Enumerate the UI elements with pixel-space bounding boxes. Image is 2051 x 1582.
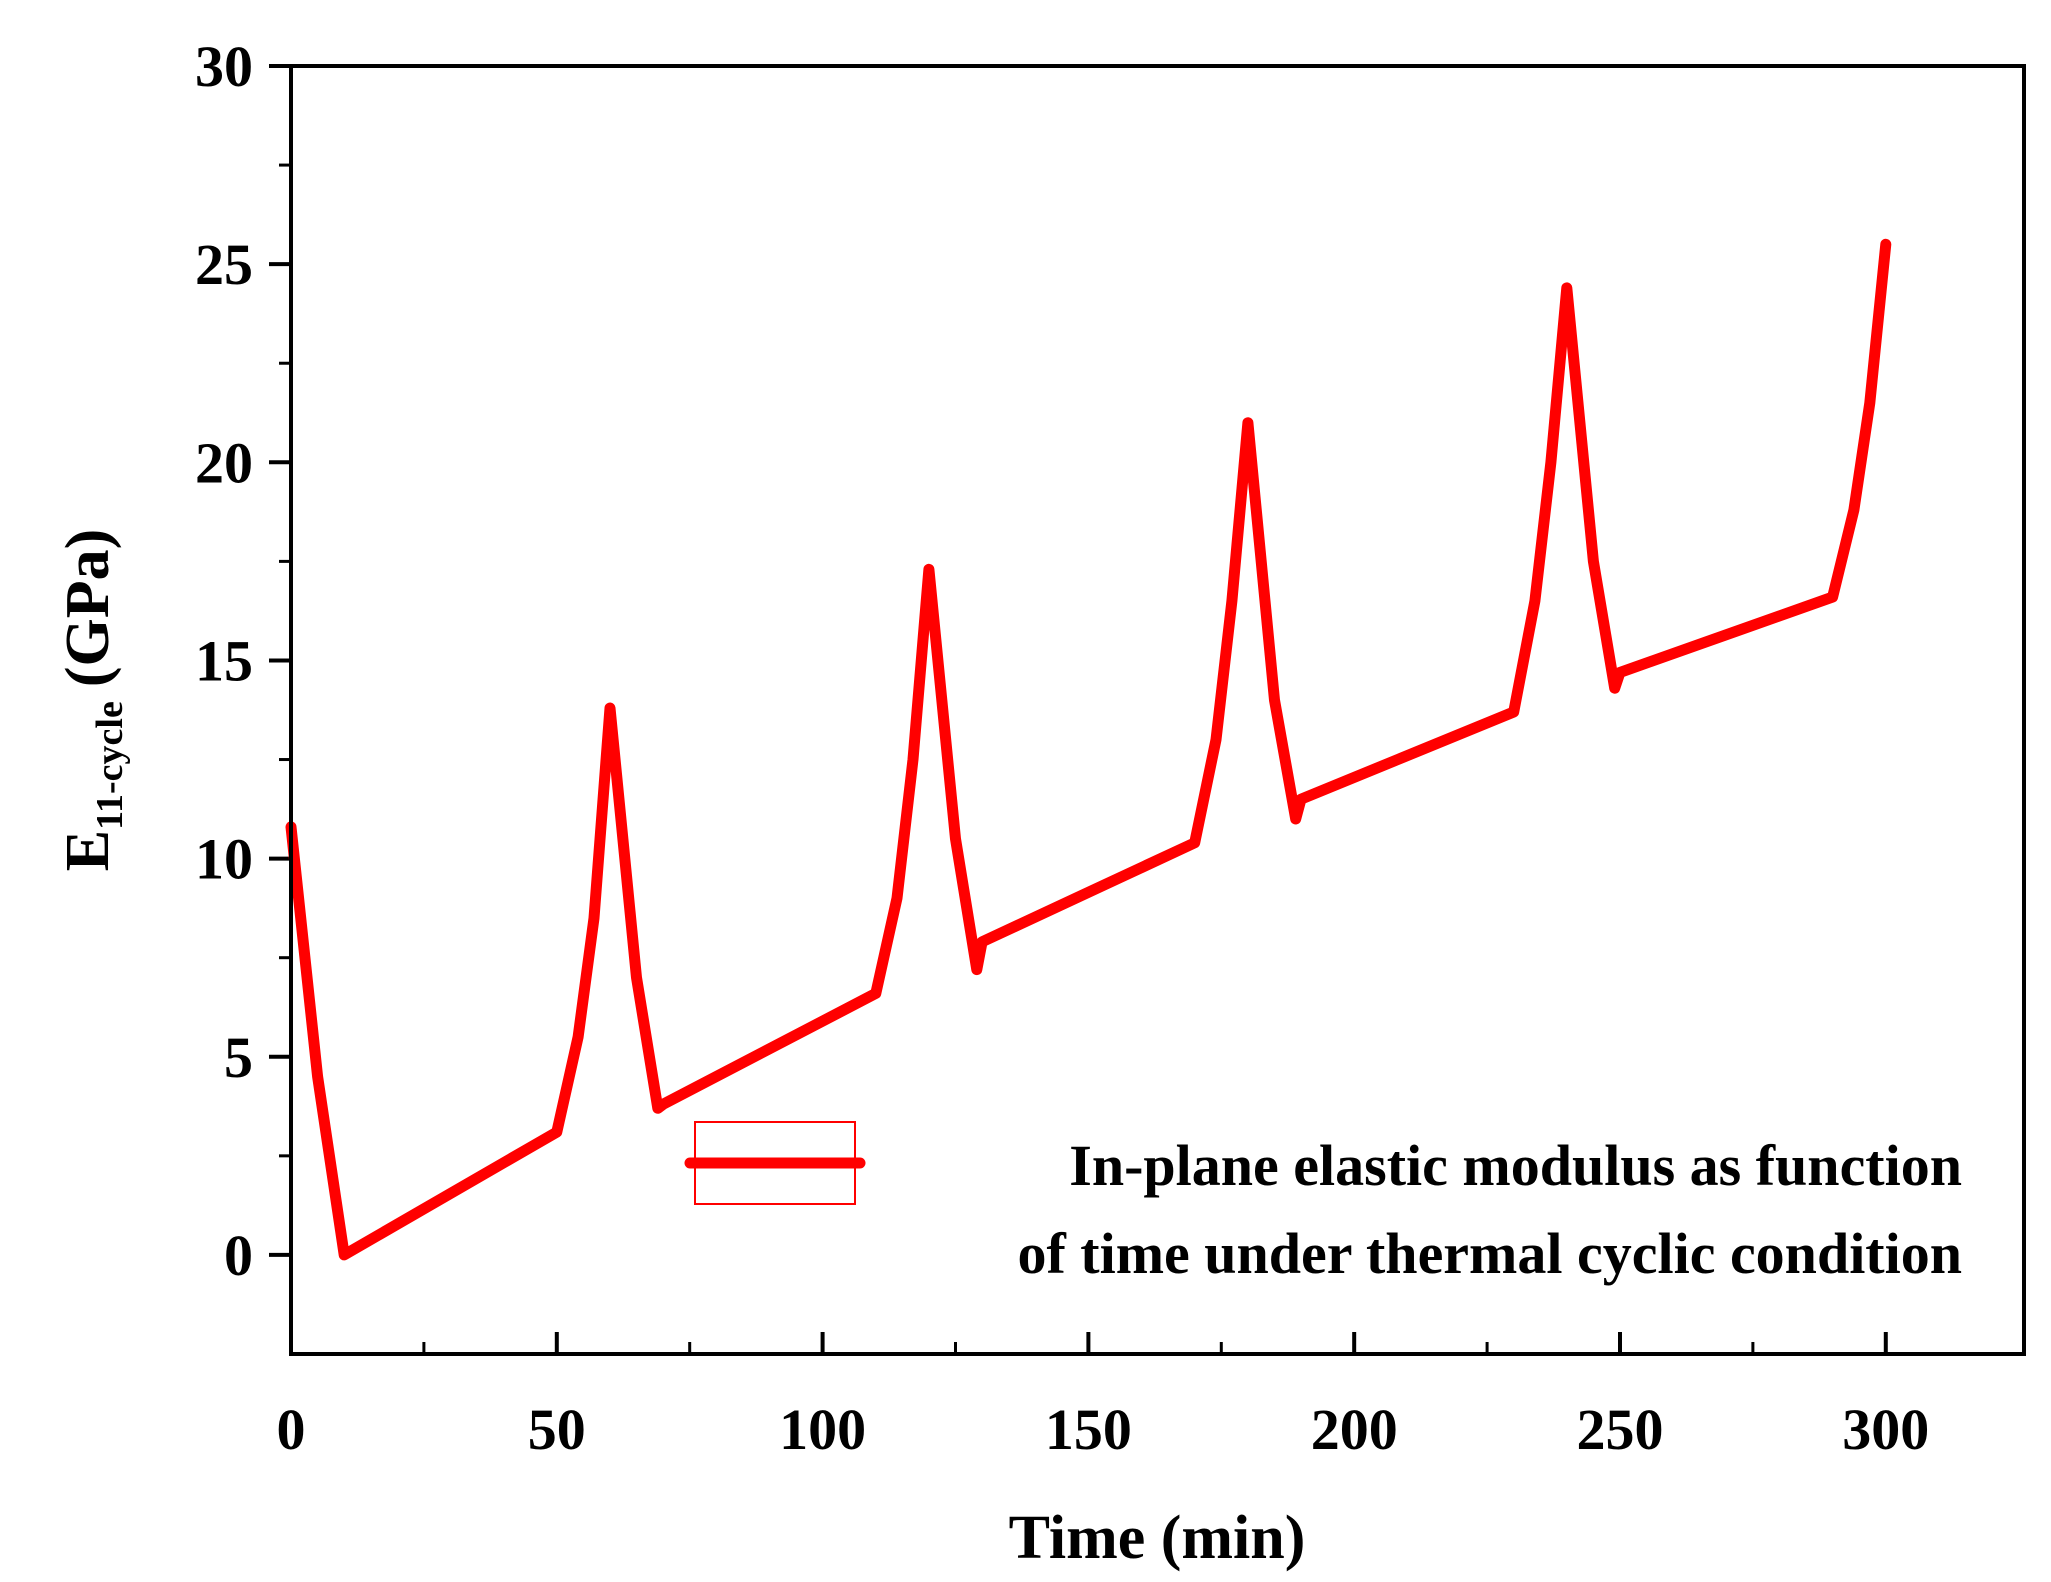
y-tick-label: 20	[195, 430, 253, 495]
legend-label-line-1: In-plane elastic modulus as function	[1069, 1133, 1962, 1198]
x-tick-label: 100	[779, 1397, 866, 1462]
y-axis-title: E11-cycle (GPa)	[54, 529, 131, 871]
legend-label-line-2: of time under thermal cyclic condition	[1017, 1221, 1962, 1286]
x-tick-label: 300	[1842, 1397, 1929, 1462]
plot-frame	[289, 64, 2026, 1356]
series-line-modulus	[285, 238, 1892, 1261]
x-tick-label: 50	[528, 1397, 586, 1462]
y-tick-label: 30	[195, 34, 253, 99]
y-tick-label: 0	[224, 1223, 253, 1288]
x-tick-label: 150	[1045, 1397, 1132, 1462]
x-tick-label: 200	[1311, 1397, 1398, 1462]
y-axis-title-unit: (GPa)	[54, 529, 122, 687]
x-tick-label: 250	[1576, 1397, 1663, 1462]
y-tick-label: 10	[195, 827, 253, 892]
y-axis-title-main: E	[54, 830, 122, 871]
legend: In-plane elastic modulus as function of …	[684, 1121, 1962, 1286]
y-tick-label: 25	[195, 232, 253, 297]
ticks-layer: 0 50 100 150 200 250 300 0 5 10 15 20 25 30	[195, 34, 1929, 1462]
x-tick-label: 0	[277, 1397, 306, 1462]
y-tick-label: 5	[224, 1025, 253, 1090]
x-axis-title: Time (min)	[1009, 1504, 1306, 1572]
y-tick-label: 15	[195, 628, 253, 693]
y-axis-title-subscript: 11-cycle	[89, 701, 131, 830]
